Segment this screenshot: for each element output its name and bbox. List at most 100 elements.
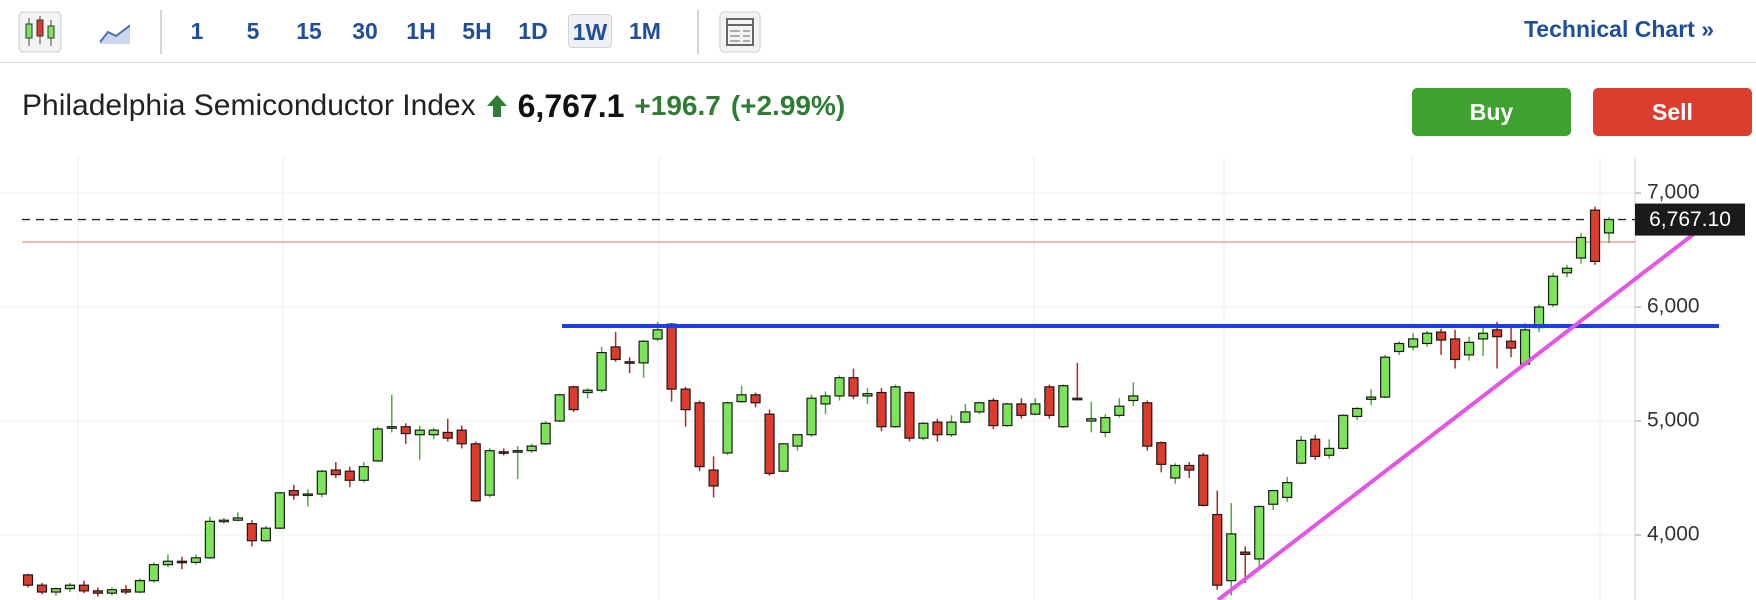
candle-body — [218, 519, 229, 523]
chart: 4,000 5,000 6,000 7,000 6,767.10 — [0, 157, 1745, 600]
candle-body — [652, 329, 663, 340]
instrument-name: Philadelphia Semiconductor Index — [22, 89, 476, 122]
candle-body — [498, 451, 509, 454]
chart-type-icons — [18, 11, 130, 53]
last-price-box — [1635, 203, 1745, 236]
candle-body — [1142, 402, 1153, 447]
trendline — [1216, 226, 1704, 600]
candle-body — [484, 450, 495, 496]
candle-body — [1561, 267, 1573, 274]
candle-body — [1170, 464, 1181, 479]
candle-body — [820, 395, 831, 405]
candle-body — [1044, 386, 1055, 416]
interval-button[interactable]: 5H — [462, 18, 492, 44]
technical-chart-link[interactable]: Technical Chart » — [1523, 16, 1714, 42]
candle-body — [610, 346, 621, 361]
candle-body — [1100, 417, 1111, 434]
candle-body — [890, 386, 901, 428]
candle-body — [316, 470, 327, 495]
candle-body — [694, 402, 705, 468]
last-price: 6,767.1 — [517, 87, 625, 124]
interval-button[interactable]: 1W — [568, 14, 612, 48]
candle-body — [946, 421, 957, 436]
candle-body — [540, 422, 551, 445]
candle-body — [778, 443, 789, 472]
candle-body — [176, 560, 188, 564]
candle-body — [1198, 454, 1209, 506]
candle-body — [1449, 338, 1461, 361]
candle-body — [624, 361, 635, 364]
candle-body — [148, 564, 160, 582]
candle-body — [960, 411, 971, 423]
separator — [697, 10, 699, 54]
line-icon[interactable] — [100, 24, 130, 44]
candle-body — [1491, 329, 1503, 338]
candle-body — [1338, 414, 1349, 449]
candle-body — [736, 394, 747, 403]
interval-button[interactable]: 30 — [352, 18, 378, 44]
candle-body — [918, 422, 929, 439]
candle-body — [1408, 338, 1419, 348]
candle-body — [1324, 447, 1335, 456]
interval-button[interactable]: 5 — [246, 18, 260, 44]
candle-body — [568, 386, 579, 411]
candle-body — [1310, 438, 1321, 457]
candle-body — [1212, 513, 1223, 586]
candle-body — [1352, 407, 1363, 418]
candle-body — [428, 429, 439, 436]
candle-body — [1547, 275, 1559, 306]
candle-body — [1086, 418, 1097, 422]
separator — [160, 10, 162, 54]
interval-button[interactable]: 15 — [296, 18, 322, 44]
candle-body — [1505, 340, 1517, 349]
candle-body — [806, 397, 817, 436]
price-change-pct: (+2.99%) — [730, 90, 846, 121]
candle-body — [246, 523, 257, 542]
candle-body — [50, 588, 62, 593]
candle-body — [442, 431, 453, 439]
interval-button[interactable]: 1M — [629, 18, 661, 44]
last-price-label: 6,767.10 — [1649, 208, 1731, 231]
candle-body — [1575, 236, 1587, 259]
layout-icon[interactable] — [718, 10, 762, 54]
candle-body — [708, 469, 719, 487]
candle-body — [848, 377, 859, 397]
candle-body — [1296, 439, 1307, 464]
candle-body — [344, 470, 355, 481]
candle-body — [1394, 342, 1405, 353]
quote-header: Philadelphia Semiconductor Index 6,767.1… — [22, 84, 845, 128]
candle-body — [512, 450, 523, 453]
candle-body — [988, 399, 999, 427]
candle-body — [330, 469, 341, 476]
candle-body — [1002, 403, 1013, 427]
candle-body — [764, 413, 775, 475]
interval-button[interactable]: 1H — [406, 18, 436, 44]
candle-body — [1240, 551, 1251, 556]
candle-body — [932, 421, 943, 436]
candle-body — [792, 434, 803, 447]
time-grid — [77, 157, 1601, 600]
candle-body — [1477, 332, 1489, 340]
candle-body — [400, 426, 411, 435]
candle-body — [1184, 464, 1195, 471]
candle-body — [36, 584, 48, 593]
candle-body — [1366, 396, 1377, 400]
interval-button[interactable]: 1D — [518, 18, 548, 44]
sell-button[interactable]: Sell — [1593, 88, 1752, 136]
interval-button[interactable]: 1 — [190, 18, 204, 44]
candle-body — [162, 560, 174, 566]
buy-button[interactable]: Buy — [1412, 88, 1571, 136]
candle-body — [1268, 489, 1279, 505]
candle-body — [386, 426, 397, 429]
candle-body — [372, 428, 383, 462]
candle-body — [1226, 533, 1237, 582]
candle-body — [1072, 397, 1083, 401]
candle-body — [1128, 395, 1139, 402]
candle-body — [1603, 218, 1615, 234]
y-tick-label: 5,000 — [1647, 409, 1700, 432]
candle-body — [190, 557, 201, 563]
candle-body — [358, 466, 369, 481]
candle-body — [750, 394, 761, 404]
candle-body — [120, 589, 132, 593]
